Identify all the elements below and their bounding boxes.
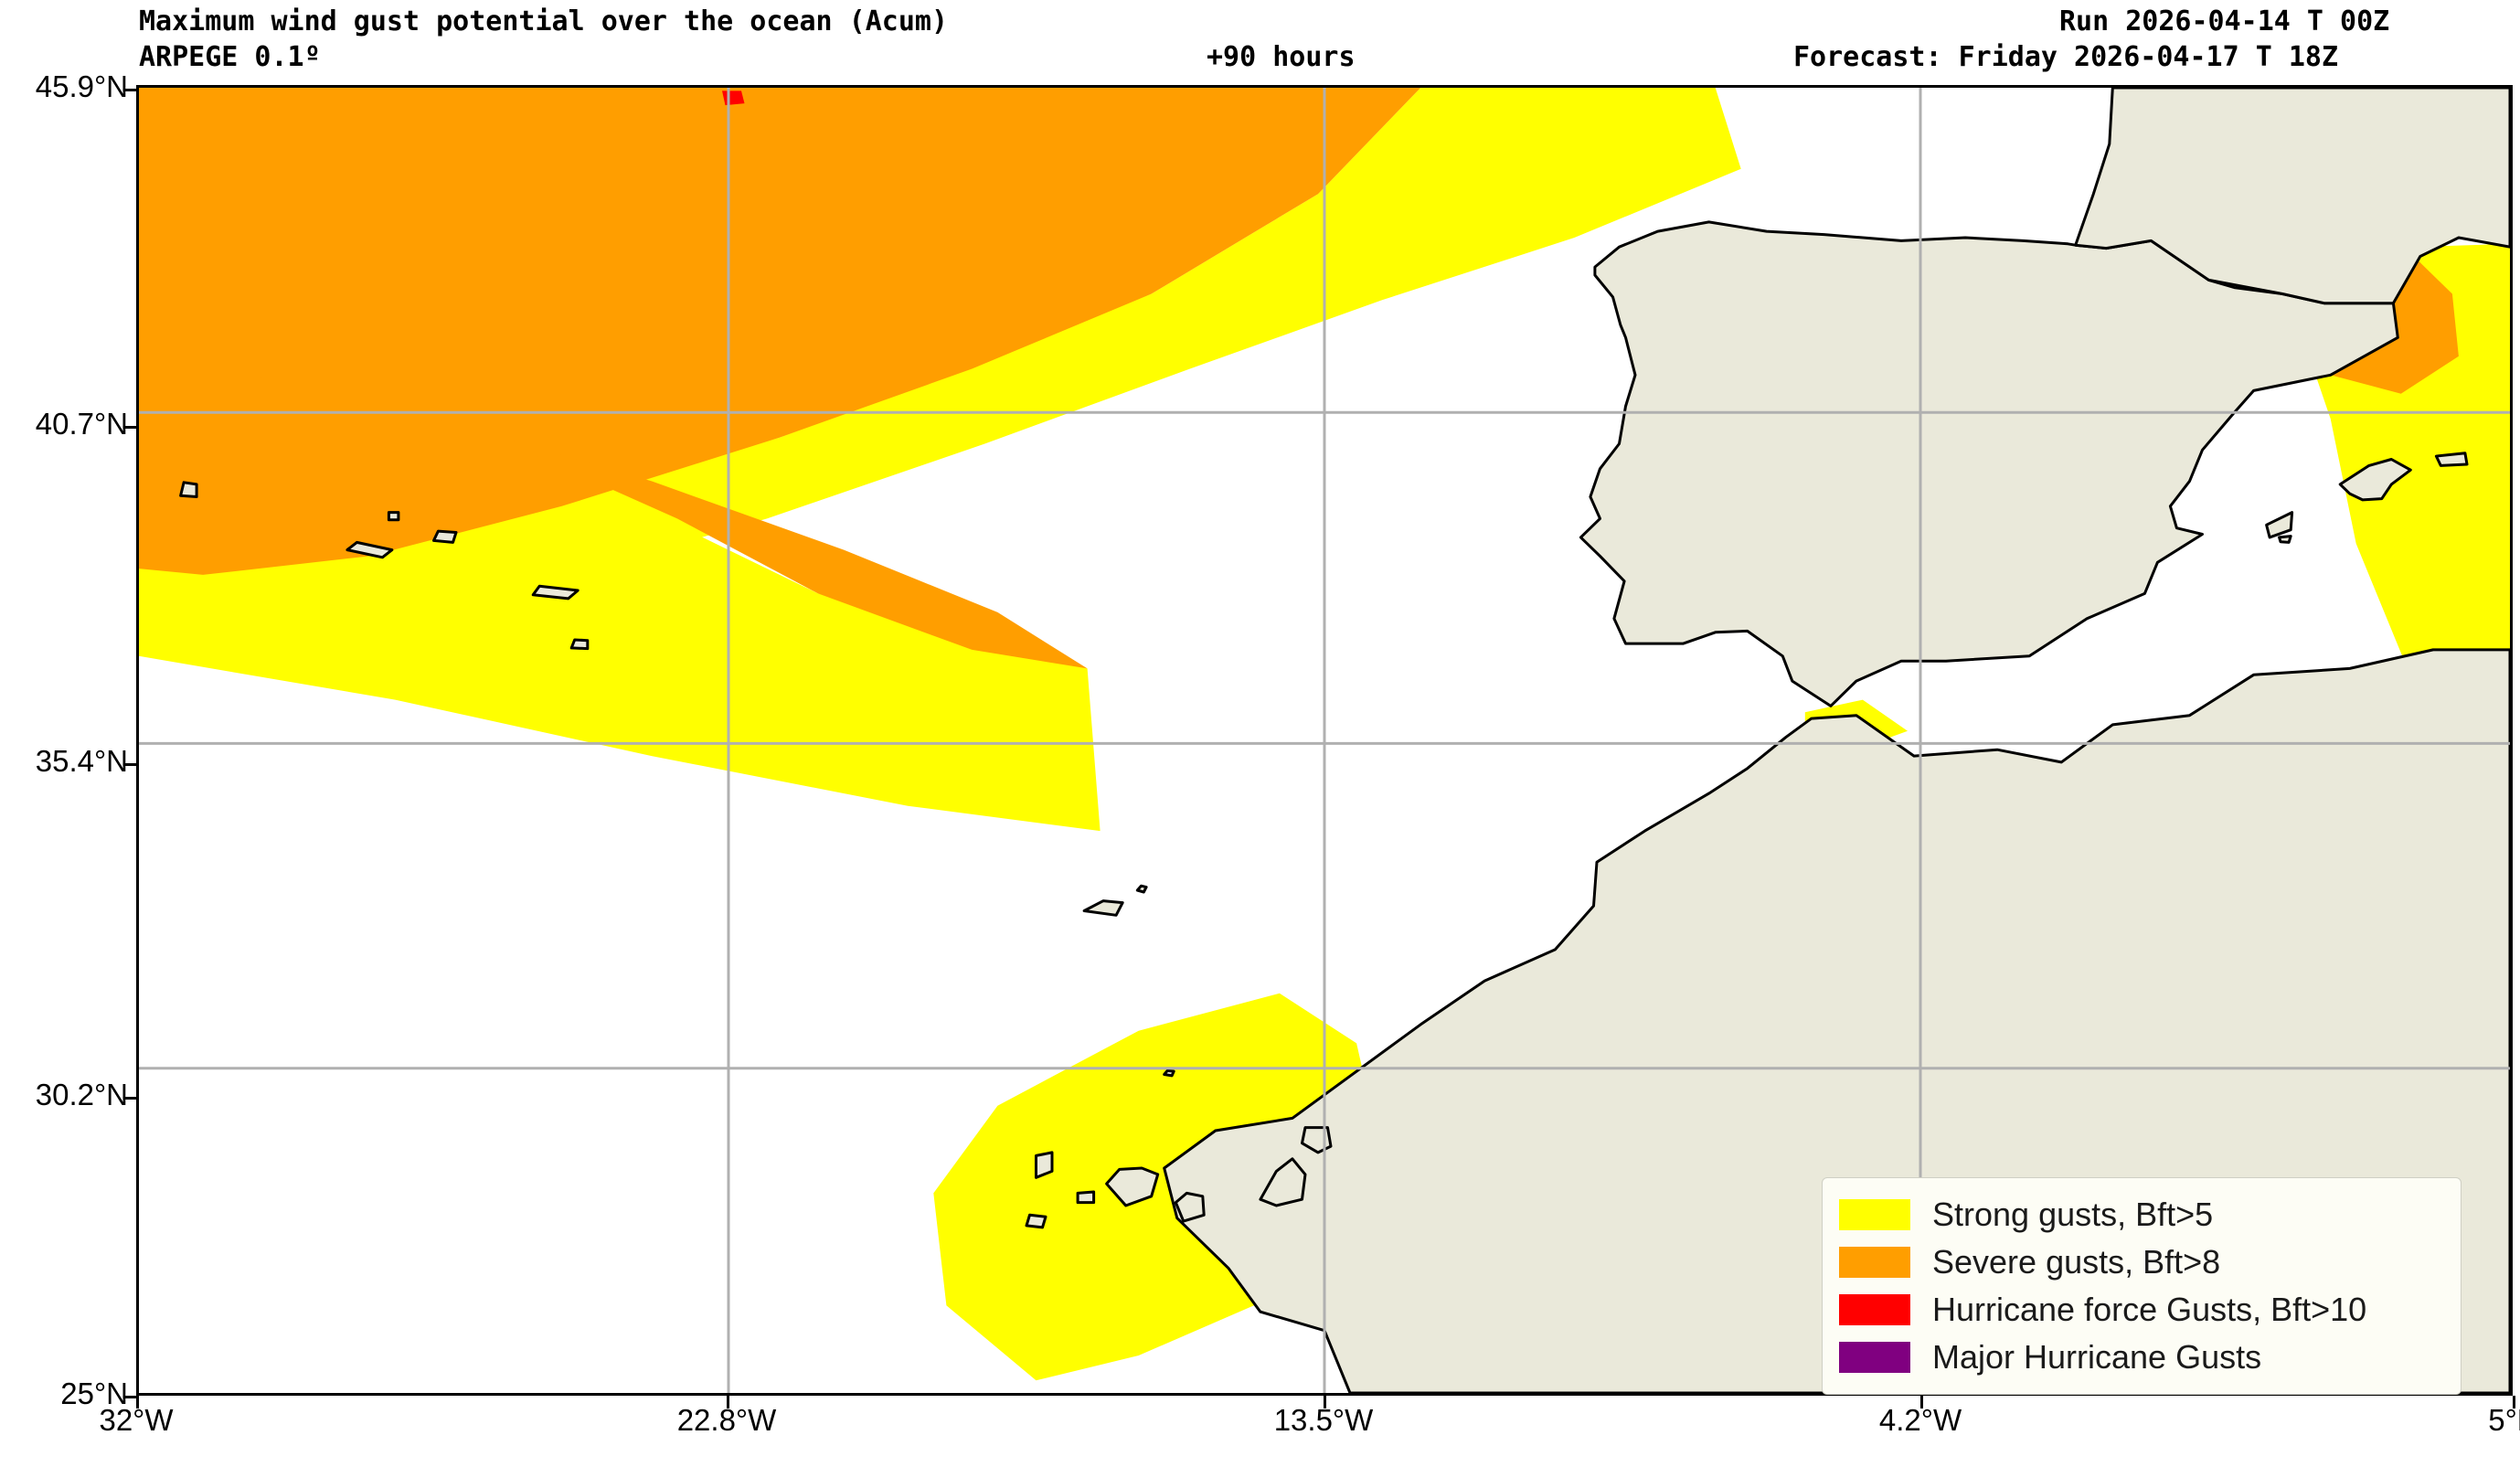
land-graciosa	[387, 511, 400, 522]
y-tick-mark-1	[125, 426, 138, 429]
x-tick-label-3: 4.2°W	[1878, 1403, 1962, 1437]
land-la-gomera	[1076, 1190, 1096, 1205]
y-tick-label-0: 45.9°N	[35, 69, 128, 103]
legend-swatch-strong	[1839, 1199, 1910, 1230]
y-tick-mark-0	[125, 89, 138, 91]
y-tick-label-3: 30.2°N	[35, 1078, 128, 1111]
land-mallorca	[2338, 458, 2412, 502]
legend-row-0: Strong gusts, Bft>5	[1839, 1191, 2442, 1238]
x-tick-mark-2	[1324, 1396, 1326, 1409]
y-tick-mark-3	[125, 1097, 138, 1100]
gust-region-azores-severe-tongue	[229, 368, 1088, 669]
lead-time-label: +90 hours	[1207, 41, 1356, 73]
y-tick-label-4: 25°N	[60, 1377, 128, 1410]
legend-row-3: Major Hurricane Gusts	[1839, 1334, 2442, 1381]
legend-label-3: Major Hurricane Gusts	[1932, 1338, 2262, 1376]
x-tick-label-2: 13.5°W	[1273, 1403, 1374, 1437]
forecast-valid-label: Forecast: Friday 2026-04-17 T 18Z	[1793, 41, 2339, 73]
legend-label-1: Severe gusts, Bft>8	[1932, 1243, 2221, 1281]
land-el-hierro	[1025, 1213, 1047, 1229]
legend-box: Strong gusts, Bft>5 Severe gusts, Bft>8 Hu…	[1822, 1177, 2462, 1395]
gust-region-north-atlantic-severe-band	[139, 88, 1421, 575]
land-menorca	[2434, 452, 2469, 467]
run-time-label: Run 2026-04-14 T 00Z	[2059, 5, 2390, 37]
legend-swatch-severe	[1839, 1247, 1910, 1278]
model-label: ARPEGE 0.1º	[139, 41, 321, 73]
land-sao-miguel	[531, 584, 579, 601]
land-terceira	[432, 529, 458, 544]
graticule-layer	[139, 88, 2510, 1393]
land-la-palma	[1035, 1151, 1054, 1179]
land-tenerife	[1105, 1166, 1160, 1207]
page-title: Maximum wind gust potential over the oce…	[139, 5, 949, 37]
legend-label-2: Hurricane force Gusts, Bft>10	[1932, 1291, 2367, 1328]
land-iberian-peninsula	[1579, 220, 2399, 707]
land-pico-faial	[346, 540, 394, 559]
y-tick-mark-2	[125, 763, 138, 766]
land-fuerteventura	[1259, 1157, 1307, 1207]
land-selvagens	[1163, 1068, 1175, 1078]
legend-swatch-major	[1839, 1342, 1910, 1373]
y-tick-label-1: 40.7°N	[35, 407, 128, 441]
land-porto-santo	[1135, 884, 1148, 894]
x-tick-label-4: 5°E	[2488, 1403, 2520, 1437]
x-tick-mark-0	[136, 1396, 139, 1409]
land-ibiza	[2265, 511, 2294, 539]
y-tick-mark-4	[125, 1396, 138, 1398]
land-gran-canaria	[1174, 1191, 1206, 1223]
legend-swatch-hurricane	[1839, 1294, 1910, 1325]
x-tick-mark-1	[727, 1396, 729, 1409]
x-tick-label-0: 32°W	[99, 1403, 174, 1437]
land-madeira	[1082, 899, 1124, 917]
gust-region-north-atlantic-hurricane-spot	[722, 90, 745, 106]
legend-label-0: Strong gusts, Bft>5	[1932, 1196, 2214, 1233]
x-tick-mark-4	[2513, 1396, 2515, 1409]
land-santa-maria	[569, 638, 590, 651]
land-flores	[179, 481, 198, 498]
legend-row-1: Severe gusts, Bft>8	[1839, 1238, 2442, 1286]
land-france-south	[2074, 88, 2510, 305]
land-formentera	[2278, 535, 2292, 544]
y-tick-label-2: 35.4°N	[35, 744, 128, 778]
legend-row-2: Hurricane force Gusts, Bft>10	[1839, 1286, 2442, 1334]
x-tick-label-1: 22.8°W	[676, 1403, 777, 1437]
x-tick-mark-3	[1920, 1396, 1923, 1409]
